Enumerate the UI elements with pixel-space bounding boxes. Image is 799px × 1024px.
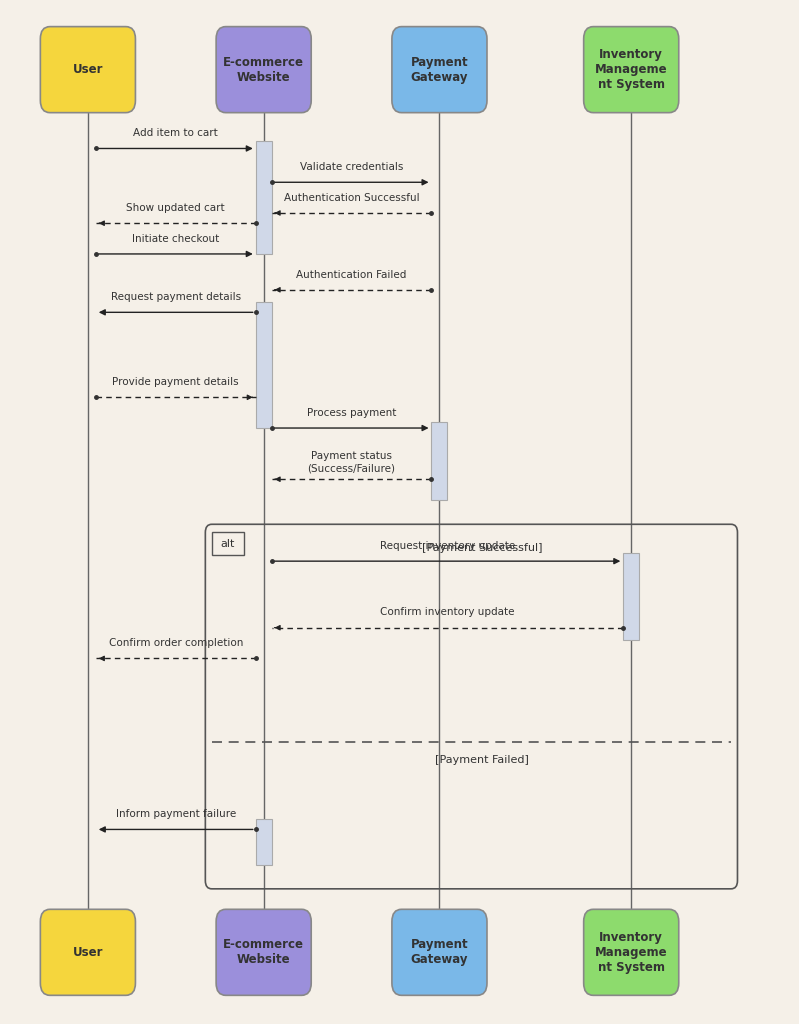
Text: Validate credentials: Validate credentials bbox=[300, 162, 403, 172]
FancyBboxPatch shape bbox=[40, 27, 136, 113]
Text: User: User bbox=[73, 63, 103, 76]
Text: Inform payment failure: Inform payment failure bbox=[116, 809, 236, 819]
Text: Show updated cart: Show updated cart bbox=[126, 203, 225, 213]
Text: Request payment details: Request payment details bbox=[111, 292, 240, 302]
Text: [Payment Successful]: [Payment Successful] bbox=[422, 543, 542, 553]
Text: [Payment Failed]: [Payment Failed] bbox=[435, 755, 529, 765]
Text: E-commerce
Website: E-commerce Website bbox=[223, 55, 304, 84]
Text: E-commerce
Website: E-commerce Website bbox=[223, 938, 304, 967]
Text: Payment
Gateway: Payment Gateway bbox=[411, 938, 468, 967]
Text: Add item to cart: Add item to cart bbox=[133, 128, 218, 138]
FancyBboxPatch shape bbox=[392, 909, 487, 995]
Text: Provide payment details: Provide payment details bbox=[113, 377, 239, 387]
FancyBboxPatch shape bbox=[256, 141, 272, 254]
Text: Process payment: Process payment bbox=[307, 408, 396, 418]
Text: Payment status
(Success/Failure): Payment status (Success/Failure) bbox=[308, 452, 396, 473]
Text: Payment
Gateway: Payment Gateway bbox=[411, 55, 468, 84]
FancyBboxPatch shape bbox=[216, 909, 312, 995]
Text: Request inventory update: Request inventory update bbox=[380, 541, 515, 551]
FancyBboxPatch shape bbox=[431, 422, 447, 500]
FancyBboxPatch shape bbox=[623, 553, 639, 640]
FancyBboxPatch shape bbox=[584, 27, 679, 113]
Text: Authentication Failed: Authentication Failed bbox=[296, 269, 407, 280]
FancyBboxPatch shape bbox=[256, 819, 272, 865]
Text: alt: alt bbox=[221, 539, 235, 549]
Text: Inventory
Manageme
nt System: Inventory Manageme nt System bbox=[595, 48, 667, 91]
Text: Initiate checkout: Initiate checkout bbox=[132, 233, 220, 244]
FancyBboxPatch shape bbox=[256, 302, 272, 428]
FancyBboxPatch shape bbox=[216, 27, 312, 113]
FancyBboxPatch shape bbox=[40, 909, 136, 995]
Text: Inventory
Manageme
nt System: Inventory Manageme nt System bbox=[595, 931, 667, 974]
Text: Confirm inventory update: Confirm inventory update bbox=[380, 607, 515, 617]
Text: Authentication Successful: Authentication Successful bbox=[284, 193, 419, 203]
Text: Confirm order completion: Confirm order completion bbox=[109, 638, 243, 648]
FancyBboxPatch shape bbox=[392, 27, 487, 113]
Text: User: User bbox=[73, 946, 103, 958]
FancyBboxPatch shape bbox=[584, 909, 679, 995]
